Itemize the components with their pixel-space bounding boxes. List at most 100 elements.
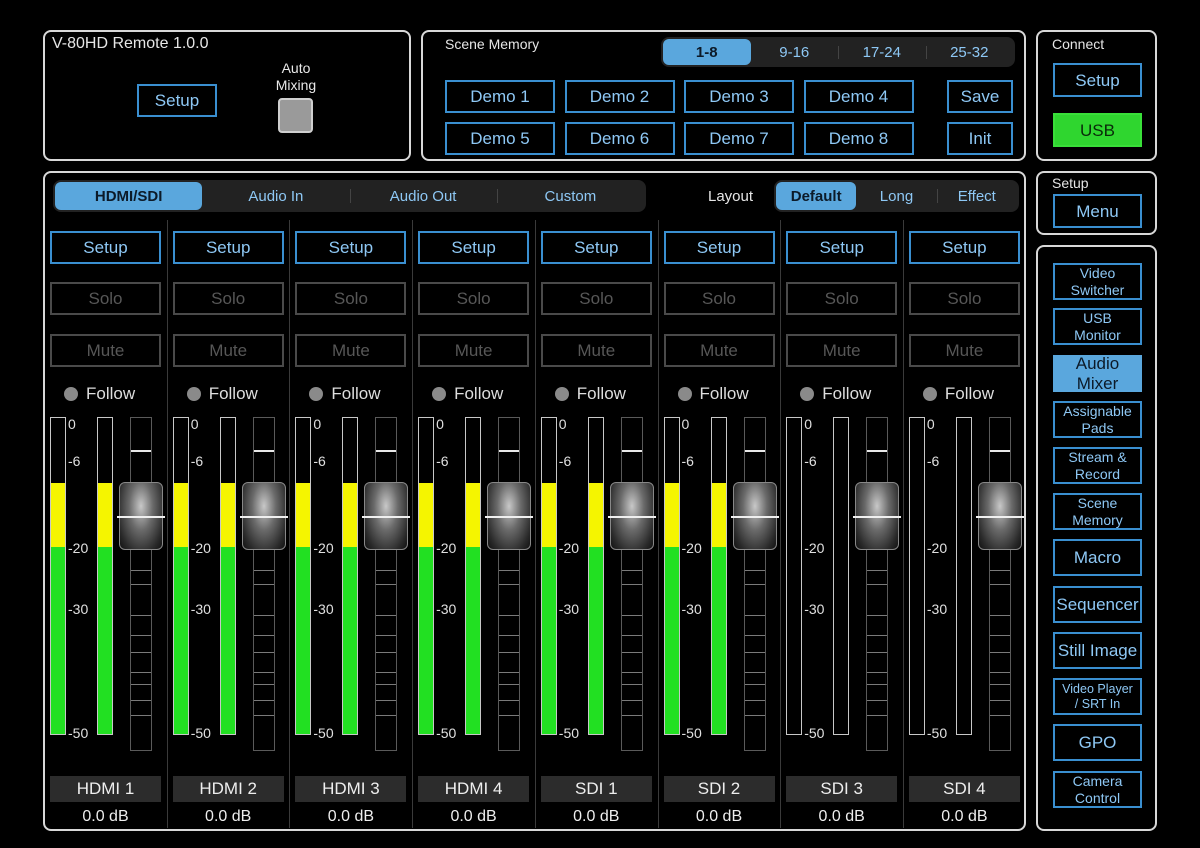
channel-follow-toggle[interactable]: Follow [554, 384, 626, 404]
fader-scale-mark [989, 672, 1010, 673]
channel-follow-toggle[interactable]: Follow [922, 384, 994, 404]
fader-top-mark [499, 450, 520, 452]
channel-mute-button[interactable]: Mute [540, 334, 652, 367]
scene-button[interactable]: Demo 3 [684, 80, 794, 113]
nav-item[interactable]: Video Player / SRT In [1053, 678, 1142, 715]
fader-scale-mark [621, 684, 642, 685]
channel-solo-button[interactable]: Solo [418, 282, 530, 315]
fader-scale-mark [131, 570, 151, 571]
channel-follow-toggle[interactable]: Follow [64, 384, 135, 404]
usb-connect-button[interactable]: USB [1053, 113, 1142, 147]
fader-scale-mark [621, 584, 642, 585]
mixer-tab[interactable]: Audio In [248, 187, 304, 205]
channel-solo-button[interactable]: Solo [786, 282, 898, 315]
channel-setup-button[interactable]: Setup [295, 231, 407, 264]
fader-scale-mark [621, 615, 642, 616]
meter-scale-label: -6 [190, 453, 204, 469]
nav-item[interactable]: Assignable Pads [1053, 401, 1142, 438]
channel-mute-button[interactable]: Mute [418, 334, 530, 367]
channel-setup-button[interactable]: Setup [50, 231, 161, 264]
channel-solo-button[interactable]: Solo [908, 282, 1020, 315]
scene-save-button[interactable]: Save [947, 80, 1013, 113]
layout-tab[interactable]: Effect [936, 182, 1017, 210]
fader-knob[interactable] [975, 482, 1024, 550]
scene-button[interactable]: Demo 7 [684, 122, 794, 155]
channel-mute-button[interactable]: Mute [786, 334, 898, 367]
app-setup-button[interactable]: Setup [137, 84, 217, 117]
scene-page-tab-9-16[interactable]: 9-16 [779, 43, 810, 61]
fader-knob[interactable] [607, 482, 656, 550]
fader-scale-mark [621, 652, 642, 653]
scene-page-tab-1-8[interactable]: 1-8 [663, 39, 751, 65]
fader-scale-mark [253, 672, 274, 673]
channel-mute-button[interactable]: Mute [295, 334, 407, 367]
scene-button[interactable]: Demo 5 [445, 122, 555, 155]
channel-follow-toggle[interactable]: Follow [186, 384, 258, 404]
nav-item[interactable]: USB Monitor [1053, 308, 1142, 345]
layout-tab[interactable]: Long [879, 187, 914, 205]
scene-button[interactable]: Demo 1 [445, 80, 555, 113]
channel-solo-button[interactable]: Solo [540, 282, 652, 315]
scene-button[interactable]: Demo 2 [564, 80, 675, 113]
scene-button[interactable]: Demo 8 [803, 122, 914, 155]
channel-solo-button[interactable]: Solo [172, 282, 284, 315]
scene-init-button[interactable]: Init [947, 122, 1013, 155]
nav-item[interactable]: Still Image [1053, 632, 1142, 669]
mixer-tab-selector: HDMI/SDI Audio In Audio Out Custom [53, 180, 646, 212]
fader-scale-mark [499, 584, 520, 585]
channel-follow-toggle[interactable]: Follow [677, 384, 749, 404]
fader-scale-mark [376, 570, 397, 571]
nav-item[interactable]: Scene Memory [1053, 493, 1142, 530]
channel-setup-button[interactable]: Setup [786, 231, 898, 264]
nav-item[interactable]: Camera Control [1053, 771, 1142, 808]
layout-tab[interactable]: Default [776, 182, 857, 210]
scene-page-tab-25-32[interactable]: 25-32 [925, 39, 1014, 65]
channel-level-db: 0.0 dB [450, 808, 497, 825]
channel-mute-button[interactable]: Mute [172, 334, 284, 367]
fader-knob[interactable] [730, 482, 779, 550]
mixer-tab[interactable]: Audio Out [349, 182, 497, 210]
channel-solo-button[interactable]: Solo [663, 282, 775, 315]
nav-item[interactable]: GPO [1053, 724, 1142, 761]
channel-mute-button[interactable]: Mute [50, 334, 161, 367]
meter-scale-label: -6 [68, 453, 81, 469]
connect-title: Connect [1052, 36, 1105, 52]
channel-setup-button[interactable]: Setup [663, 231, 775, 264]
channel-setup-button[interactable]: Setup [540, 231, 652, 264]
fader-knob[interactable] [362, 482, 411, 550]
nav-item[interactable]: Macro [1053, 539, 1142, 576]
fader-knob[interactable] [117, 482, 165, 550]
channel-follow-toggle[interactable]: Follow [800, 384, 871, 404]
channel-follow-toggle[interactable]: Follow [432, 384, 503, 404]
nav-item[interactable]: Sequencer [1053, 586, 1142, 623]
meter-scale-label: -20 [558, 540, 580, 556]
meter-yellow-fill [296, 482, 311, 547]
mixer-tab[interactable]: Custom [496, 182, 644, 210]
fader-scale-mark [131, 700, 151, 701]
connect-setup-button[interactable]: Setup [1053, 63, 1142, 97]
channel-mute-button[interactable]: Mute [908, 334, 1020, 367]
nav-item[interactable]: Stream & Record [1053, 447, 1142, 484]
fader-scale-mark [376, 615, 397, 616]
channel-setup-button[interactable]: Setup [172, 231, 284, 264]
channel-follow-toggle[interactable]: Follow [309, 384, 381, 404]
fader-knob[interactable] [239, 482, 288, 550]
level-meter-right [710, 417, 727, 735]
channel-solo-button[interactable]: Solo [295, 282, 407, 315]
channel-solo-button[interactable]: Solo [50, 282, 161, 315]
fader-knob[interactable] [485, 482, 534, 550]
scene-page-tab-17-24[interactable]: 17-24 [838, 39, 926, 65]
nav-item[interactable]: Video Switcher [1053, 263, 1142, 300]
fader-knob[interactable] [853, 482, 902, 550]
auto-mixing-toggle[interactable] [278, 98, 313, 133]
mixer-tab[interactable]: HDMI/SDI [55, 182, 203, 210]
scene-button[interactable]: Demo 4 [803, 80, 914, 113]
menu-button[interactable]: Menu [1053, 194, 1142, 228]
nav-item[interactable]: Audio Mixer [1053, 354, 1142, 393]
meter-yellow-fill [343, 482, 358, 547]
channel-setup-button[interactable]: Setup [418, 231, 530, 264]
channel-setup-button[interactable]: Setup [908, 231, 1020, 264]
channel-mute-button[interactable]: Mute [663, 334, 775, 367]
scene-button[interactable]: Demo 6 [564, 122, 675, 155]
follow-indicator-icon [554, 387, 569, 401]
